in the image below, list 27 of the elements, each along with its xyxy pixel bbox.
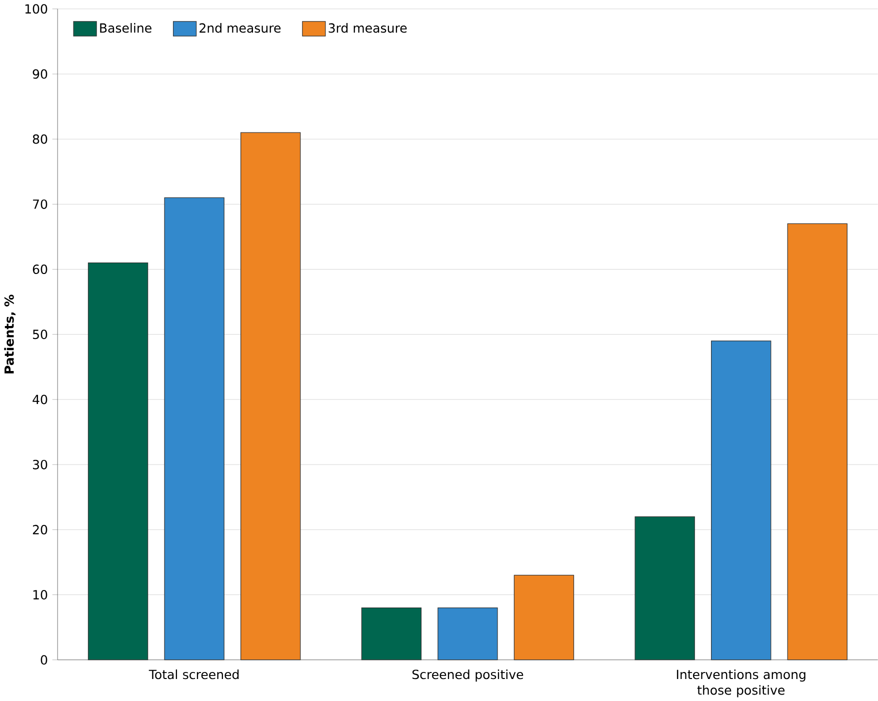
y-tick-label: 70	[33, 199, 48, 209]
bar	[88, 262, 148, 660]
legend-label: 3rd measure	[328, 22, 407, 33]
y-axis-title: Patients, %	[4, 294, 16, 374]
y-tick-label: 90	[32, 69, 48, 79]
bar	[438, 607, 498, 660]
y-tick-label: 50	[32, 329, 48, 339]
x-tick-label: Screened positive	[412, 669, 524, 682]
y-tick-label: 10	[33, 590, 48, 600]
y-tick-label: 100	[25, 4, 48, 14]
bar	[711, 340, 772, 660]
x-tick-label: Total screened	[148, 669, 239, 679]
bar	[514, 574, 574, 660]
x-tick-label: Interventions among those positive	[676, 669, 806, 698]
y-tick-label: 80	[32, 134, 48, 144]
bar	[164, 197, 224, 660]
y-tick-label: 0	[40, 654, 48, 664]
legend-label: Baseline	[100, 22, 152, 33]
y-tick-label: 40	[32, 394, 48, 404]
y-tick-label: 20	[32, 524, 48, 534]
bar	[361, 607, 422, 660]
y-tick-label: 30	[32, 460, 48, 470]
bar	[634, 516, 695, 660]
y-tick-label: 60	[32, 264, 48, 274]
bar	[787, 223, 848, 660]
bar	[240, 132, 301, 660]
legend-label: 2nd measure	[200, 22, 281, 33]
